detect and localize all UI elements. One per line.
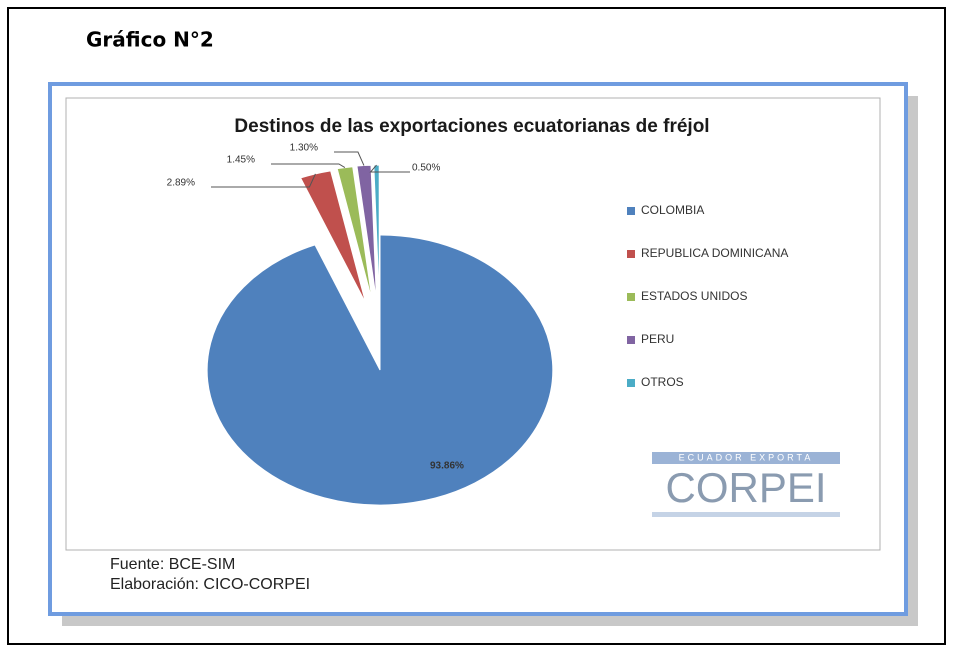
legend-label: OTROS	[641, 375, 684, 389]
logo-tagline: ECUADOR EXPORTA	[679, 452, 814, 462]
data-label: 93.86%	[430, 461, 464, 472]
logo-underline	[652, 512, 840, 517]
legend-label: COLOMBIA	[641, 203, 704, 217]
leader-line	[211, 173, 316, 188]
source: Fuente: BCE-SIM	[110, 556, 235, 573]
logo-name: CORPEI	[665, 464, 826, 511]
credit: Elaboración: CICO-CORPEI	[110, 576, 310, 593]
data-label: 1.30%	[290, 143, 318, 154]
chart-title: Destinos de las exportaciones ecuatorian…	[234, 116, 709, 137]
data-label: 1.45%	[227, 155, 255, 166]
data-label: 2.89%	[167, 178, 195, 189]
heading: Gráfico N°2	[86, 28, 214, 52]
leader-line	[369, 164, 410, 173]
legend-swatch	[627, 207, 635, 215]
data-label: 0.50%	[412, 163, 440, 174]
logo: ECUADOR EXPORTA CORPEI	[652, 452, 840, 517]
legend-swatch	[627, 250, 635, 258]
legend-label: REPUBLICA DOMINICANA	[641, 246, 788, 260]
pie-slice	[336, 166, 373, 302]
legend-swatch	[627, 336, 635, 344]
leader-line	[271, 163, 346, 169]
pie-slice	[206, 234, 554, 506]
legend-swatch	[627, 293, 635, 301]
legend-swatch	[627, 379, 635, 387]
logo-bar	[652, 452, 840, 464]
legend-label: ESTADOS UNIDOS	[641, 289, 747, 303]
legend-label: PERU	[641, 332, 674, 346]
leader-line	[334, 151, 365, 166]
